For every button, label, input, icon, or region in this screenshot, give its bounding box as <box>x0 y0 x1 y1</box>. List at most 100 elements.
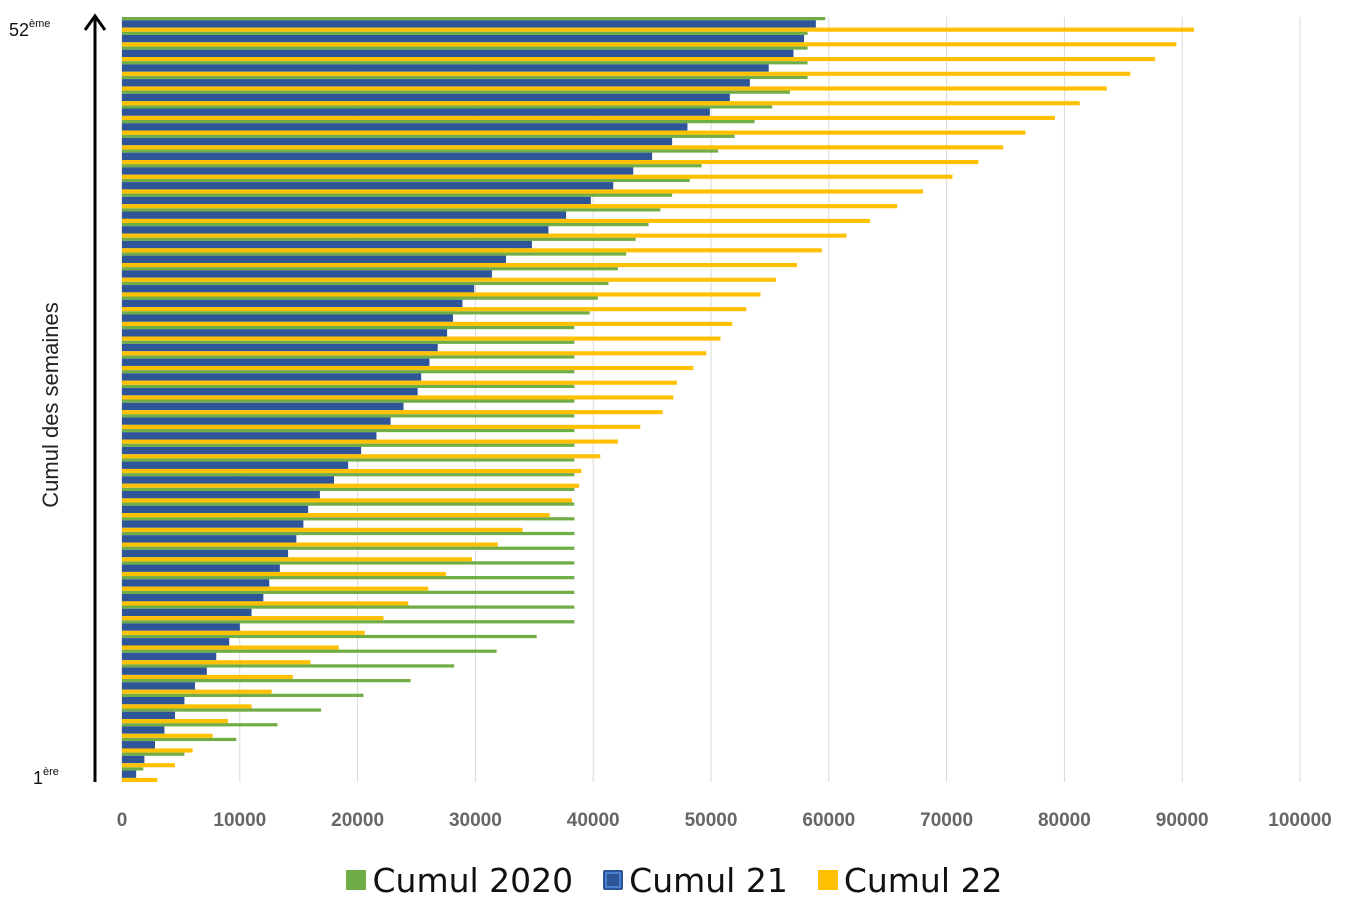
bar-cumul-21-week-44 <box>122 137 673 146</box>
bar-cumul-21-week-19 <box>122 505 309 514</box>
bar-cumul-22-week-1 <box>122 777 158 782</box>
bar-cumul-22-week-52 <box>122 27 1194 32</box>
bar-cumul-22-week-31 <box>122 336 721 341</box>
bar-cumul-22-week-32 <box>122 321 733 326</box>
bar-cumul-2020-week-12 <box>122 605 575 609</box>
bar-cumul-2020-week-51 <box>122 31 808 35</box>
bar-cumul-22-week-7 <box>122 689 272 694</box>
top-label-number: 52 <box>9 20 29 40</box>
legend-label: Cumul 21 <box>629 860 788 900</box>
bar-cumul-21-week-25 <box>122 417 391 425</box>
bar-cumul-21-week-37 <box>122 240 532 249</box>
bar-cumul-22-week-41 <box>122 189 924 194</box>
bar-cumul-21-week-27 <box>122 388 418 396</box>
y-axis-top-label: 52ème <box>9 18 50 40</box>
bar-cumul-2020-week-22 <box>122 458 575 462</box>
bar-cumul-21-week-26 <box>122 402 404 411</box>
bar-cumul-2020-week-38 <box>122 222 649 227</box>
bar-cumul-2020-week-5 <box>122 708 322 712</box>
bar-cumul-2020-week-7 <box>122 679 411 683</box>
bar-cumul-22-week-47 <box>122 101 1080 106</box>
bar-cumul-22-week-44 <box>122 145 1004 150</box>
bar-cumul-2020-week-50 <box>122 46 808 50</box>
bar-cumul-2020-week-49 <box>122 61 808 65</box>
bar-cumul-21-week-49 <box>122 64 769 72</box>
bar-cumul-2020-week-28 <box>122 370 575 374</box>
x-tick-label: 40000 <box>567 810 620 831</box>
bar-cumul-2020-week-33 <box>122 296 598 300</box>
bar-cumul-21-week-17 <box>122 535 297 543</box>
bar-cumul-21-week-9 <box>122 652 217 661</box>
bar-cumul-22-week-13 <box>122 601 409 606</box>
bar-cumul-2020-week-4 <box>122 723 278 727</box>
x-tick-label: 10000 <box>213 810 266 831</box>
bar-cumul-22-week-18 <box>122 527 523 532</box>
bar-cumul-2020-week-6 <box>122 693 364 697</box>
bar-cumul-21-week-43 <box>122 152 653 160</box>
bar-cumul-21-week-35 <box>122 270 492 278</box>
legend-swatch-blue <box>603 870 624 890</box>
y-axis-title: Cumul des semaines <box>38 302 63 507</box>
bar-cumul-22-week-25 <box>122 424 641 429</box>
bar-cumul-2020-week-41 <box>122 178 690 183</box>
bar-cumul-22-week-16 <box>122 557 472 562</box>
bar-cumul-2020-week-25 <box>122 414 575 418</box>
bar-cumul-21-week-30 <box>122 343 438 352</box>
bar-cumul-2020-week-8 <box>122 664 455 668</box>
legend-label: Cumul 22 <box>843 860 1003 900</box>
bar-cumul-22-week-3 <box>122 748 193 753</box>
bar-cumul-21-week-48 <box>122 79 750 87</box>
bar-cumul-2020-week-3 <box>122 737 237 742</box>
legend-label: Cumul 2020 <box>372 860 574 900</box>
bar-cumul-2020-week-34 <box>122 281 609 286</box>
bar-cumul-21-week-10 <box>122 638 230 646</box>
bar-cumul-2020-week-32 <box>122 311 590 315</box>
bar-cumul-22-week-50 <box>122 57 1156 62</box>
bar-cumul-21-week-4 <box>122 726 165 734</box>
legend-item-cumul-21: Cumul 21 <box>603 861 788 900</box>
bar-cumul-22-week-42 <box>122 174 953 179</box>
bar-cumul-22-week-51 <box>122 42 1177 47</box>
bar-cumul-2020-week-43 <box>122 149 719 153</box>
bar-cumul-21-week-28 <box>122 373 422 381</box>
bar-cumul-21-week-1 <box>122 770 137 778</box>
bar-cumul-22-week-48 <box>122 86 1107 91</box>
bar-cumul-22-week-39 <box>122 218 871 223</box>
x-tick-label: 80000 <box>1038 810 1091 831</box>
bar-cumul-22-week-43 <box>122 159 979 165</box>
bar-chart: 0 10000 20000 30000 40000 50000 60000 70000 8000… <box>9 13 1332 831</box>
bar-cumul-21-week-52 <box>122 20 816 28</box>
bar-cumul-22-week-20 <box>122 498 572 503</box>
bar-cumul-21-week-29 <box>122 358 430 366</box>
bar-cumul-22-week-22 <box>122 468 582 474</box>
x-tick-label: 50000 <box>685 810 738 831</box>
bar-cumul-2020-week-16 <box>122 546 575 550</box>
x-tick-label: 70000 <box>920 810 973 831</box>
bar-cumul-2020-week-36 <box>122 252 627 256</box>
bar-cumul-2020-week-31 <box>122 325 575 330</box>
bar-cumul-2020-week-10 <box>122 634 537 639</box>
bar-cumul-2020-week-30 <box>122 340 575 344</box>
bar-cumul-2020-week-20 <box>122 487 575 492</box>
bar-cumul-22-week-36 <box>122 262 797 268</box>
y-axis-bottom-label: 1ère <box>33 766 59 788</box>
bar-cumul-2020-week-21 <box>122 473 575 477</box>
bar-cumul-22-week-40 <box>122 204 898 209</box>
bar-cumul-22-week-37 <box>122 248 822 253</box>
legend: Cumul 2020 Cumul 21 Cumul 22 <box>0 858 1349 902</box>
bar-cumul-21-week-42 <box>122 167 634 175</box>
bar-cumul-21-week-21 <box>122 476 335 484</box>
bar-cumul-2020-week-46 <box>122 105 773 109</box>
bar-cumul-2020-week-44 <box>122 134 735 138</box>
bar-cumul-21-week-7 <box>122 682 196 690</box>
bar-cumul-2020-week-14 <box>122 576 575 580</box>
x-tick-label: 90000 <box>1156 810 1209 831</box>
bar-cumul-21-week-32 <box>122 314 454 322</box>
x-tick-label: 100000 <box>1268 810 1331 831</box>
bar-cumul-22-week-12 <box>122 616 384 621</box>
bar-cumul-21-week-13 <box>122 593 264 602</box>
bar-cumul-22-week-45 <box>122 130 1026 135</box>
bar-cumul-22-week-5 <box>122 719 229 724</box>
bar-cumul-21-week-14 <box>122 579 270 587</box>
bar-cumul-2020-week-1 <box>122 767 144 771</box>
